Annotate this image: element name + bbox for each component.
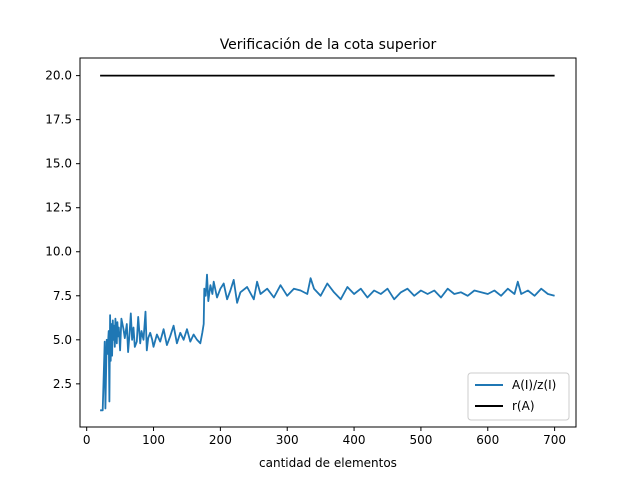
y-tick-label: 2.5 — [53, 377, 72, 391]
x-tick-label: 400 — [343, 433, 366, 447]
chart-title: Verificación de la cota superior — [220, 37, 437, 53]
y-tick-label: 12.5 — [45, 201, 72, 215]
x-tick-label: 200 — [209, 433, 232, 447]
x-tick-label: 100 — [142, 433, 165, 447]
y-tick-label: 15.0 — [45, 157, 72, 171]
legend-label-series-2: r(A) — [512, 399, 535, 413]
y-tick-label: 7.5 — [53, 289, 72, 303]
y-tick-label: 10.0 — [45, 245, 72, 259]
x-tick-label: 300 — [276, 433, 299, 447]
y-tick-label: 17.5 — [45, 113, 72, 127]
y-tick-label: 5.0 — [53, 333, 72, 347]
legend: A(I)/z(I) r(A) — [467, 372, 570, 421]
legend-label-series-1: A(I)/z(I) — [512, 378, 556, 392]
x-axis: 0 100 200 300 400 500 600 700 — [83, 427, 566, 447]
plot-series — [100, 74, 555, 412]
x-tick-label: 600 — [476, 433, 499, 447]
x-tick-label: 700 — [543, 433, 566, 447]
x-axis-label: cantidad de elementos — [259, 456, 397, 470]
plot-frame — [79, 57, 577, 428]
series-line-1 — [100, 273, 555, 412]
y-axis: 2.5 5.0 7.5 10.0 12.5 15.0 17.5 20.0 — [45, 69, 80, 391]
y-tick-label: 20.0 — [45, 69, 72, 83]
x-tick-label: 0 — [83, 433, 91, 447]
x-tick-label: 500 — [409, 433, 432, 447]
